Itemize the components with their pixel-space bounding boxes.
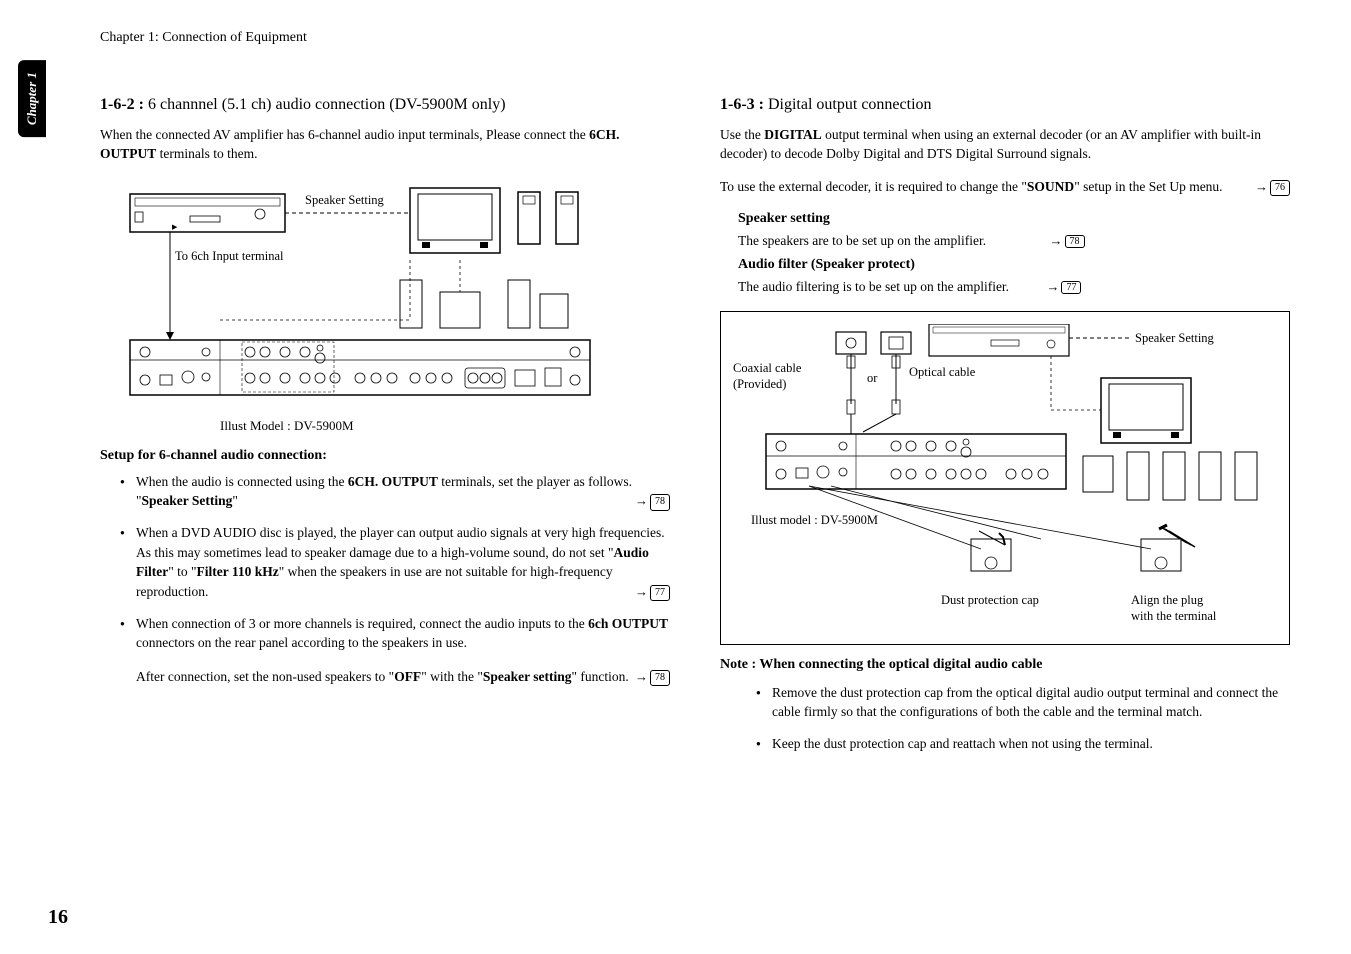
left-column: 1-6-2 : 6 channnel (5.1 ch) audio connec… [100, 96, 670, 765]
svg-text:(Provided): (Provided) [733, 377, 786, 391]
svg-text:▶: ▶ [172, 223, 178, 231]
setup-bullet-list: When the audio is connected using the 6C… [100, 472, 670, 687]
bullet-1: When the audio is connected using the 6C… [120, 472, 670, 511]
svg-text:or: or [867, 371, 878, 385]
svg-text:Optical cable: Optical cable [909, 365, 976, 379]
right-column: 1-6-3 : Digital output connection Use th… [720, 96, 1290, 765]
page-ref: 78 [650, 670, 670, 687]
svg-text:Speaker Setting: Speaker Setting [1135, 331, 1215, 345]
section-text: 6 channnel (5.1 ch) audio connection (DV… [144, 96, 506, 113]
chapter-side-tab: Chapter 1 [18, 60, 46, 137]
section-1-6-2-title: 1-6-2 : 6 channnel (5.1 ch) audio connec… [100, 96, 670, 114]
setup-heading: Setup for 6-channel audio connection: [100, 448, 670, 464]
diagram-digital-connection: Speaker Setting Coaxial cable (Provided)… [720, 311, 1290, 645]
page-ref: 77 [1061, 281, 1081, 294]
chapter-header: Chapter 1: Connection of Equipment [100, 30, 1311, 46]
section-num: 1-6-2 : [100, 96, 144, 113]
after-connection-para: After connection, set the non-used speak… [136, 667, 670, 687]
speaker-setting-text: The speakers are to be set up on the amp… [738, 233, 1290, 249]
bullet-3: When connection of 3 or more channels is… [120, 614, 670, 687]
page-ref: 78 [1065, 235, 1085, 248]
diagram-model-caption: Illust Model : DV-5900M [220, 418, 670, 434]
note-heading: Note : When connecting the optical digit… [720, 657, 1290, 673]
section-text: Digital output connection [764, 96, 932, 113]
diagram-6ch-connection: ▶ Speaker Setting To 6ch Input terminal [120, 180, 670, 410]
svg-text:Align the plug: Align the plug [1131, 593, 1204, 607]
page-ref: 77 [650, 585, 670, 602]
section-1-6-3-title: 1-6-3 : Digital output connection [720, 96, 1290, 114]
digital-p1: Use the DIGITAL output terminal when usi… [720, 126, 1290, 164]
note-bullet-2: Keep the dust protection cap and reattac… [756, 734, 1290, 754]
svg-text:Illust model : DV-5900M: Illust model : DV-5900M [751, 513, 878, 527]
svg-text:Dust protection cap: Dust protection cap [941, 593, 1039, 607]
speaker-setting-head: Speaker setting [738, 211, 1290, 227]
page-number: 16 [48, 906, 68, 929]
section-num: 1-6-3 : [720, 96, 764, 113]
digital-p2: To use the external decoder, it is requi… [720, 178, 1290, 197]
svg-text:Coaxial cable: Coaxial cable [733, 361, 802, 375]
to-6ch-label: To 6ch Input terminal [175, 249, 284, 263]
audio-filter-text: The audio filtering is to be set up on t… [738, 279, 1290, 295]
svg-text:with the terminal: with the terminal [1131, 609, 1217, 623]
page-ref: 76 [1270, 180, 1290, 196]
speaker-setting-label: Speaker Setting [305, 193, 385, 207]
note-bullet-1: Remove the dust protection cap from the … [756, 683, 1290, 722]
page-ref: 78 [650, 494, 670, 511]
note-bullet-list: Remove the dust protection cap from the … [720, 683, 1290, 754]
intro-paragraph: When the connected AV amplifier has 6-ch… [100, 126, 670, 164]
audio-filter-head: Audio filter (Speaker protect) [738, 257, 1290, 273]
bullet-2: When a DVD AUDIO disc is played, the pla… [120, 523, 670, 602]
